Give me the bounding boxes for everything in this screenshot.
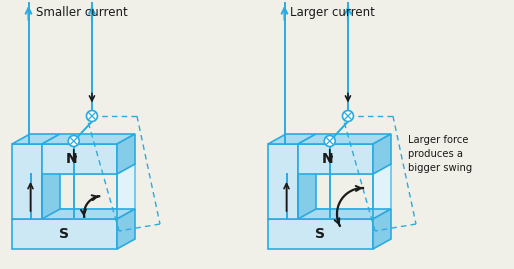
Circle shape (324, 136, 335, 147)
Text: N: N (322, 152, 334, 166)
Circle shape (342, 111, 354, 122)
Polygon shape (373, 209, 391, 249)
Circle shape (68, 136, 79, 147)
Polygon shape (298, 144, 373, 174)
Polygon shape (12, 219, 117, 249)
Polygon shape (42, 144, 117, 174)
Text: Larger current: Larger current (289, 6, 374, 19)
Polygon shape (42, 209, 135, 219)
Polygon shape (298, 164, 391, 174)
Polygon shape (298, 209, 391, 219)
Text: S: S (316, 227, 325, 241)
Polygon shape (12, 144, 42, 219)
Polygon shape (373, 164, 391, 219)
Polygon shape (268, 144, 298, 219)
Polygon shape (12, 209, 135, 219)
Polygon shape (12, 134, 60, 144)
Polygon shape (42, 164, 60, 219)
Polygon shape (268, 219, 373, 249)
Polygon shape (117, 209, 135, 249)
Polygon shape (298, 164, 316, 219)
Polygon shape (117, 134, 135, 174)
Polygon shape (42, 164, 135, 174)
Text: N: N (66, 152, 78, 166)
Polygon shape (298, 134, 391, 144)
Polygon shape (373, 134, 391, 174)
Polygon shape (42, 134, 135, 144)
Polygon shape (268, 209, 391, 219)
Polygon shape (117, 164, 135, 219)
Text: Larger force
produces a
bigger swing: Larger force produces a bigger swing (408, 135, 472, 173)
Text: S: S (60, 227, 69, 241)
Text: Smaller current: Smaller current (36, 6, 128, 19)
Polygon shape (268, 134, 316, 144)
Circle shape (86, 111, 98, 122)
